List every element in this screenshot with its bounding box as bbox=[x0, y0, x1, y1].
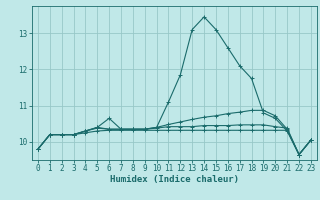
X-axis label: Humidex (Indice chaleur): Humidex (Indice chaleur) bbox=[110, 175, 239, 184]
